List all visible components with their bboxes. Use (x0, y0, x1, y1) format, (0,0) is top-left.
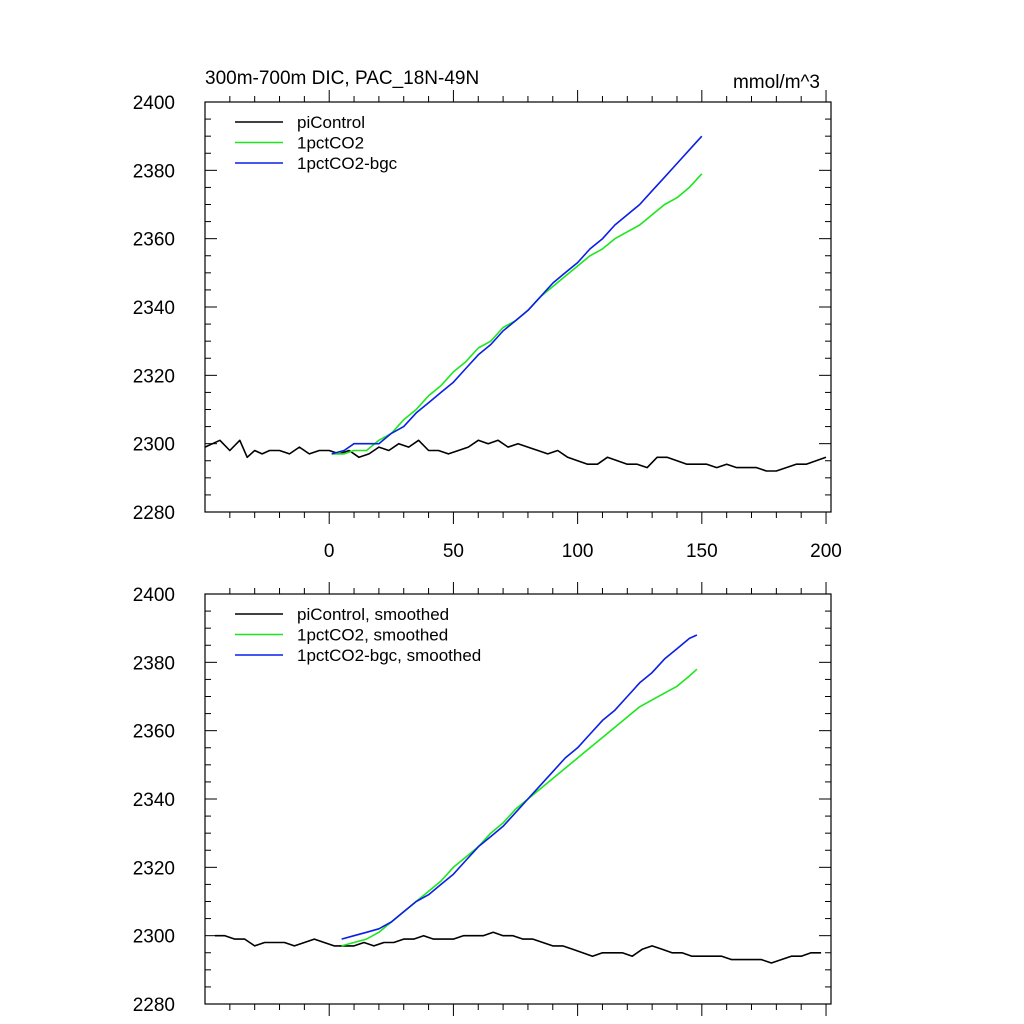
x-tick-label: 150 (686, 541, 718, 562)
y-tick-label: 2360 (133, 230, 175, 251)
y-tick-label: 2380 (133, 653, 175, 674)
legend-label-1: 1pctCO2 (297, 134, 364, 153)
x-tick-label: 0 (324, 541, 335, 562)
units-label: mmol/m^3 (733, 72, 820, 93)
y-tick-label: 2320 (133, 858, 175, 879)
y-tick-label: 2300 (133, 435, 175, 456)
series-line-2 (331, 135, 703, 455)
y-tick-label: 2340 (133, 790, 175, 811)
y-tick-label: 2300 (133, 927, 175, 948)
y-tick-label: 2400 (133, 93, 175, 114)
series-line-0 (204, 439, 827, 472)
x-tick-label: 100 (562, 541, 594, 562)
y-tick-label: 2360 (133, 722, 175, 743)
series-line-0 (214, 931, 822, 964)
series-line-1 (331, 173, 703, 455)
series-line-2 (341, 634, 698, 940)
chart-title: 300m-700m DIC, PAC_18N-49N (205, 68, 479, 89)
legend-label-0: piControl, smoothed (297, 605, 449, 624)
y-tick-label: 2280 (133, 503, 175, 524)
x-tick-label: 200 (810, 541, 842, 562)
y-tick-label: 2340 (133, 298, 175, 319)
legend-label-2: 1pctCO2-bgc, smoothed (297, 646, 481, 665)
y-tick-label: 2380 (133, 161, 175, 182)
legend-label-0: piControl (297, 113, 365, 132)
y-tick-label: 2320 (133, 366, 175, 387)
bottom-panel: 2280 2300 2320 2340 2360 2380 2400 piControl, s… (133, 582, 832, 1016)
x-tick-label: 50 (443, 541, 464, 562)
legend-label-1: 1pctCO2, smoothed (297, 626, 448, 645)
top-panel: 2280 2300 2320 2340 2360 2380 2400 0 50 100 150 200… (133, 90, 842, 562)
legend-label-2: 1pctCO2-bgc (297, 154, 398, 173)
y-tick-label: 2400 (133, 585, 175, 606)
y-tick-label: 2280 (133, 995, 175, 1016)
